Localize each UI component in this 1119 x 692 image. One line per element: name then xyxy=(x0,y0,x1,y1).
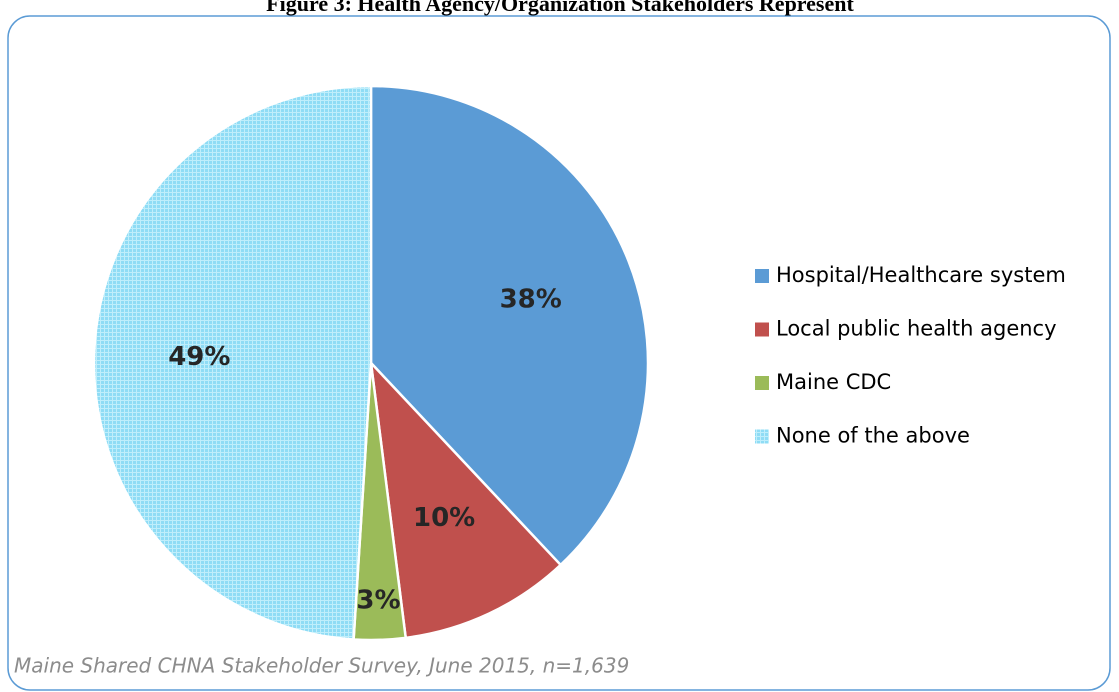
legend-swatch xyxy=(755,322,769,337)
data-label: 10% xyxy=(413,503,475,533)
pie-slice xyxy=(92,84,373,641)
legend-swatch xyxy=(755,429,769,444)
data-label: 49% xyxy=(168,342,230,372)
pie-slice xyxy=(369,84,650,567)
source-note: Maine Shared CHNA Stakeholder Survey, Ju… xyxy=(14,654,629,678)
legend-label: Maine CDC xyxy=(776,370,891,394)
legend-label: Local public health agency xyxy=(776,317,1057,341)
legend-label: Hospital/Healthcare system xyxy=(776,263,1066,287)
pie-slice xyxy=(369,359,563,640)
data-label: 38% xyxy=(500,284,562,314)
data-label: 3% xyxy=(356,586,400,616)
legend-swatch xyxy=(755,269,769,283)
legend-swatch xyxy=(755,376,769,390)
legend-label: None of the above xyxy=(776,424,970,448)
chart-title: Figure 3: Health Agency/Organization Sta… xyxy=(266,0,854,16)
